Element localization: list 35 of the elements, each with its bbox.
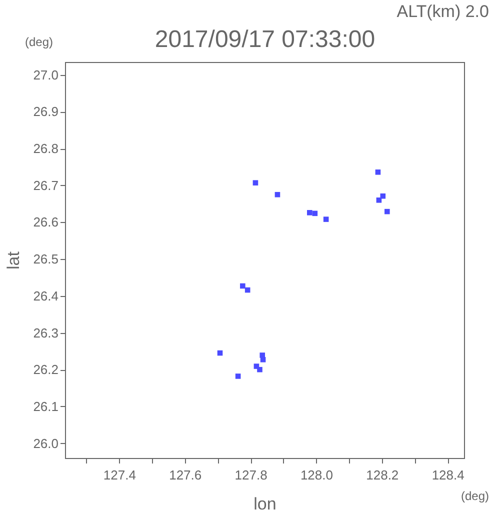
text: (deg) [25,35,54,49]
x-tick-label: 128.0 [300,468,333,482]
point [235,374,241,379]
x-tick-label: 127.8 [234,468,268,482]
y-tick-label: 26.7 [33,178,58,193]
y-tick-label: 26.5 [33,252,58,267]
point [240,283,246,289]
y-tick-label: 26.1 [33,398,58,414]
x-tick-label: 128.4 [432,468,464,482]
point [307,210,312,216]
point [252,180,258,186]
x-tick-label: 127.6 [169,468,202,482]
point [260,357,266,362]
y-axis-title: lat [4,251,24,270]
y-tick-label: 27.0 [33,67,58,82]
point [380,193,386,199]
y-tick-label: 26.8 [33,141,58,156]
point [375,169,381,175]
point [323,216,329,222]
point [376,197,382,203]
point [384,208,390,214]
chart-subtitle: ALT(km) 2.0 [396,2,489,21]
y-tick-label: 26.2 [33,362,58,378]
point [274,192,280,198]
y-tick-label: 26.3 [33,325,58,340]
x-axis-title: lon [254,494,276,514]
y-tick-label: 26.4 [33,288,58,304]
y-tick-label: 26.6 [33,214,58,230]
x-tick-label: 127.4 [103,468,136,482]
point [257,366,262,372]
text: (deg) [460,489,489,503]
y-tick-label: 26.9 [33,104,58,120]
y-tick-label: 26.0 [33,436,58,451]
chart-title: 2017/09/17 07:33:00 [154,26,376,53]
x-tick-label: 128.2 [366,468,399,482]
